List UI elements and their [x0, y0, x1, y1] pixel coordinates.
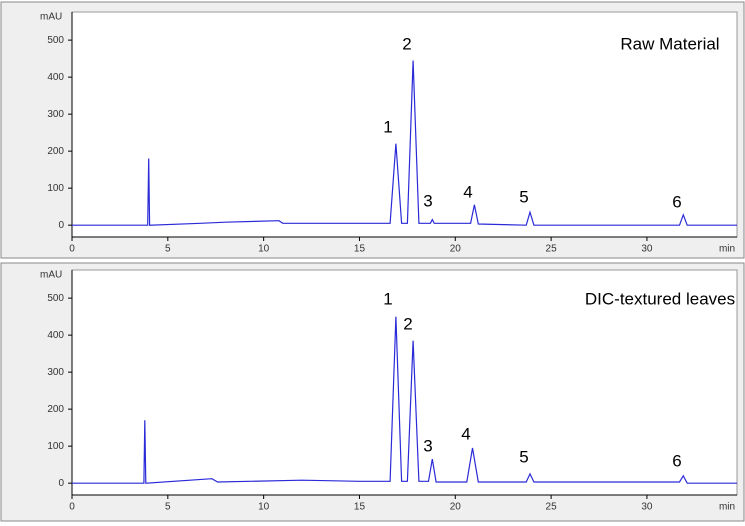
x-tick-label: 5 — [165, 502, 171, 513]
peak-label: 6 — [672, 192, 681, 211]
peak-label: 1 — [383, 117, 392, 136]
y-tick-label: 200 — [47, 404, 64, 415]
peak-label: 1 — [383, 289, 392, 308]
peak-label: 4 — [461, 424, 470, 443]
y-tick-label: 400 — [47, 72, 64, 83]
x-tick-label: 5 — [165, 244, 171, 255]
y-tick-label: 300 — [47, 109, 64, 120]
y-axis-label: mAU — [40, 12, 62, 23]
y-tick-label: 400 — [47, 330, 64, 341]
x-tick-label: 15 — [354, 244, 366, 255]
y-axis-label: mAU — [40, 270, 62, 281]
x-tick-label: 0 — [69, 244, 75, 255]
x-axis-label: min — [719, 502, 735, 513]
y-tick-label: 500 — [47, 35, 64, 46]
x-tick-label: 25 — [546, 244, 558, 255]
x-tick-label: 20 — [450, 244, 462, 255]
peak-label: 5 — [519, 187, 528, 206]
peak-label: 3 — [423, 191, 432, 210]
panel-title: DIC-textured leaves — [585, 289, 735, 308]
x-tick-label: 10 — [258, 502, 270, 513]
peak-label: 2 — [402, 34, 411, 53]
y-tick-label: 300 — [47, 367, 64, 378]
trace-line — [72, 60, 737, 226]
y-tick-label: 0 — [58, 478, 64, 489]
panel-title: Raw Material — [620, 34, 719, 53]
peak-label: 3 — [423, 436, 432, 455]
peak-label: 6 — [672, 451, 681, 470]
x-tick-label: 30 — [641, 502, 653, 513]
x-tick-label: 25 — [546, 502, 558, 513]
y-tick-label: 200 — [47, 146, 64, 157]
plot-area — [71, 269, 738, 496]
x-tick-label: 0 — [69, 502, 75, 513]
x-axis-label: min — [719, 244, 735, 255]
y-tick-label: 100 — [47, 183, 64, 194]
x-tick-label: 15 — [354, 502, 366, 513]
x-tick-label: 10 — [258, 244, 270, 255]
y-tick-label: 100 — [47, 441, 64, 452]
y-tick-label: 500 — [47, 293, 64, 304]
y-tick-label: 0 — [58, 220, 64, 231]
peak-label: 2 — [403, 314, 412, 333]
peak-label: 5 — [519, 447, 528, 466]
x-tick-label: 30 — [641, 244, 653, 255]
peak-label: 4 — [463, 182, 472, 201]
x-tick-label: 20 — [450, 502, 462, 513]
plot-area — [71, 11, 738, 238]
trace-line — [72, 316, 737, 484]
